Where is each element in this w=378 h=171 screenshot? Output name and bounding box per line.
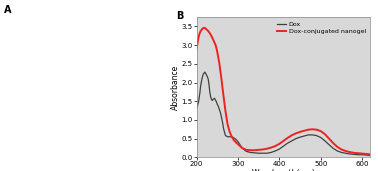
- Dox-conjugated nanogel: [368, 153, 373, 155]
- Dox: [217, 108, 222, 110]
- Dox-conjugated nanogel: [210, 37, 215, 39]
- Text: A: A: [4, 5, 11, 15]
- Dox-conjugated nanogel: [194, 48, 199, 50]
- Dox-conjugated nanogel: [202, 27, 206, 29]
- X-axis label: Wavelength(nm): Wavelength(nm): [252, 169, 315, 171]
- Dox: [314, 135, 319, 137]
- Dox-conjugated nanogel: [314, 129, 319, 131]
- Dox: [368, 154, 373, 156]
- Dox: [194, 108, 199, 110]
- Dox: [201, 73, 206, 75]
- Line: Dox-conjugated nanogel: Dox-conjugated nanogel: [197, 28, 370, 154]
- Dox: [203, 71, 207, 73]
- Dox-conjugated nanogel: [352, 152, 356, 154]
- Text: B: B: [176, 11, 183, 22]
- Dox-conjugated nanogel: [200, 28, 204, 30]
- Line: Dox: Dox: [197, 72, 370, 155]
- Legend: Dox, Dox-conjugated nanogel: Dox, Dox-conjugated nanogel: [276, 20, 367, 35]
- Dox-conjugated nanogel: [213, 44, 218, 46]
- Dox: [352, 153, 356, 155]
- Dox: [228, 136, 232, 138]
- Y-axis label: Absorbance: Absorbance: [171, 65, 180, 110]
- Dox: [213, 98, 217, 100]
- Dox-conjugated nanogel: [228, 131, 232, 133]
